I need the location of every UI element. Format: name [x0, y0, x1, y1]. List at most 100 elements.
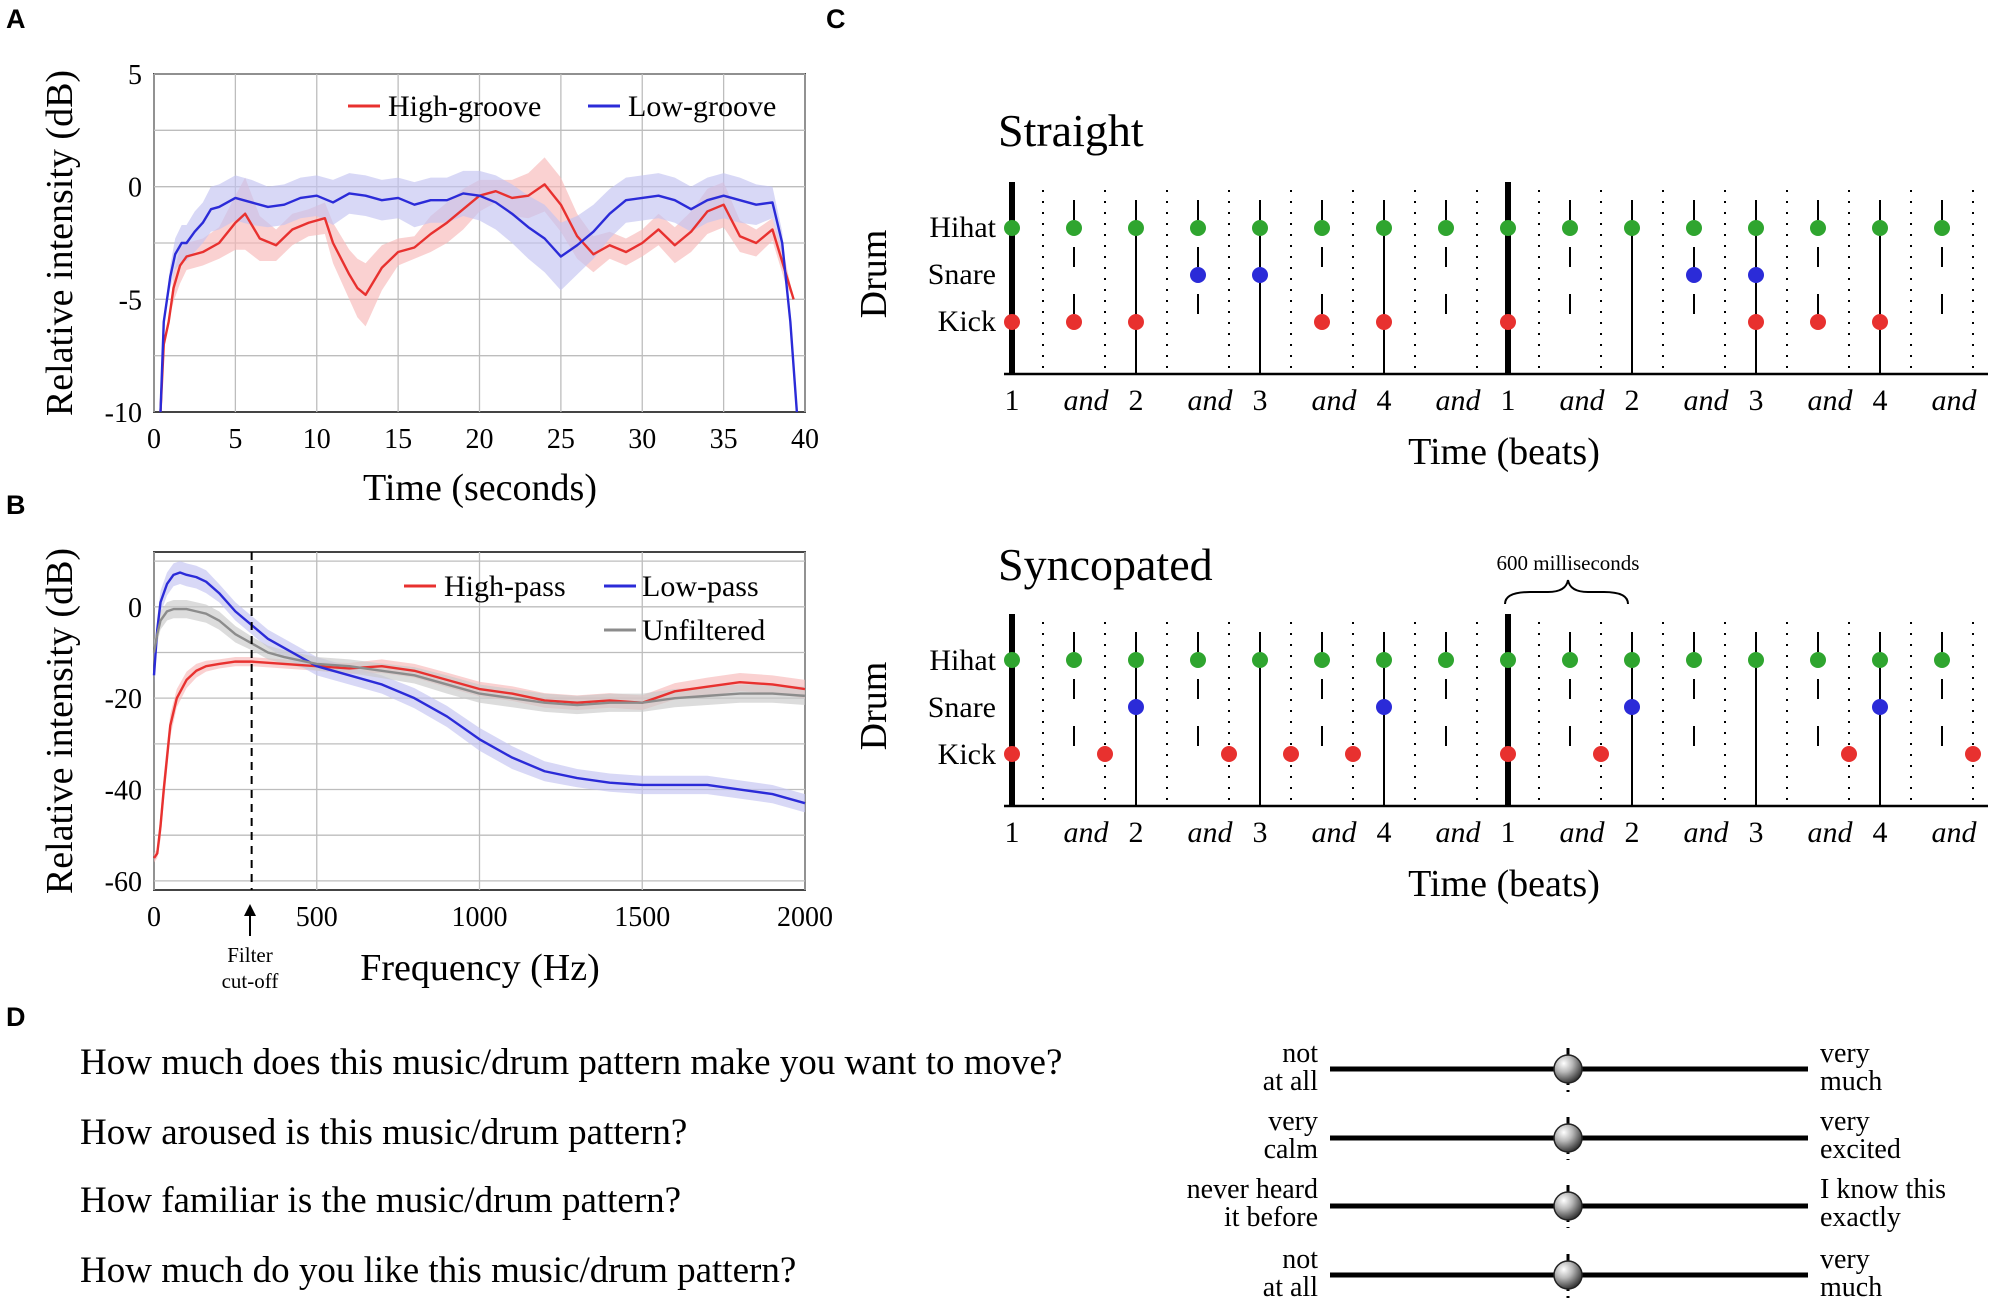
legend-high-pass: High-pass	[444, 570, 566, 603]
anchor-right-line1: very	[1820, 1106, 1870, 1137]
kick-hit	[1593, 746, 1609, 762]
anchor-left-line2: at all	[1263, 1272, 1318, 1303]
hihat-hit	[1066, 652, 1082, 668]
series-line-low-groove	[159, 192, 799, 413]
y-tick-label: 0	[128, 593, 142, 624]
beat-label: 1	[1501, 816, 1516, 849]
kick-hit	[1097, 746, 1113, 762]
kick-hit	[1314, 314, 1330, 330]
hihat-hit	[1872, 220, 1888, 236]
beat-label: and	[1312, 384, 1358, 417]
x-tick-label: 1000	[452, 902, 508, 933]
series-line-unfiltered	[152, 607, 806, 707]
series-lines-b	[152, 571, 806, 859]
panel-label-c: C	[826, 4, 846, 34]
tick-labels-b: 0 500 1000 1500 2000 0 -20 -40 -60	[105, 593, 833, 933]
snare-hit	[1252, 267, 1268, 283]
hihat-hit	[1748, 220, 1764, 236]
hihat-hit	[1066, 220, 1082, 236]
panel-a-chart: 0 5 10 15 20 25 30 35 40 5 0 -5 -10 Time (seconds) R…	[39, 60, 819, 509]
kick-hit	[1345, 746, 1361, 762]
panel-label-b: B	[6, 490, 26, 520]
y-tick-label: -5	[119, 285, 142, 316]
cutoff-label-line2: cut-off	[222, 969, 279, 993]
kick-hit	[1748, 314, 1764, 330]
anchor-right-line2: much	[1820, 1272, 1882, 1303]
beat-label: 2	[1625, 816, 1640, 849]
kick-hit	[1283, 746, 1299, 762]
hihat-hit	[1500, 652, 1516, 668]
beat-label: and	[1560, 384, 1606, 417]
hihat-hit	[1562, 220, 1578, 236]
beat-label: 1	[1005, 816, 1020, 849]
hihat-hit	[1004, 220, 1020, 236]
snare-hit	[1872, 699, 1888, 715]
cutoff-arrowhead	[244, 904, 256, 916]
y-tick-label: -60	[105, 867, 142, 898]
kick-hit	[1004, 314, 1020, 330]
beat-grid-straight	[1004, 182, 1988, 376]
beat-label: 3	[1749, 384, 1764, 417]
beat-label: 3	[1253, 816, 1268, 849]
kick-hit	[1841, 746, 1857, 762]
slider-handle-move[interactable]	[1553, 1054, 1583, 1084]
beat-label: 2	[1625, 384, 1640, 417]
beat-labels-straight: 1 and 2 and 3 and 4 and 1 and 2 and 3 and 4 and	[1005, 384, 1978, 417]
slider-handle-arousal[interactable]	[1553, 1123, 1583, 1153]
kick-hit	[1500, 314, 1516, 330]
pattern-title-straight: Straight	[998, 105, 1144, 156]
instrument-snare-straight: Snare	[928, 258, 996, 291]
hihat-hit	[1376, 220, 1392, 236]
band-low-pass	[154, 561, 805, 813]
tick-labels-a: 0 5 10 15 20 25 30 35 40 5 0 -5 -10	[105, 60, 819, 455]
hihat-hit	[1128, 220, 1144, 236]
anchor-left-line1: never heard	[1187, 1174, 1318, 1205]
cutoff-label-line1: Filter	[227, 943, 273, 967]
cutoff-annotation: Filter cut-off	[222, 904, 279, 993]
x-tick-label: 5	[228, 424, 242, 455]
y-axis-label-b: Relative intensity (dB)	[39, 548, 81, 894]
anchor-right-line1: very	[1820, 1244, 1870, 1275]
beat-grid-syncopated	[1004, 614, 1988, 808]
series-line-low-pass	[152, 571, 806, 805]
anchor-left-line1: very	[1268, 1106, 1318, 1137]
beat-label: and	[1436, 384, 1482, 417]
pattern-title-syncopated: Syncopated	[998, 539, 1213, 590]
beat-label: and	[1684, 816, 1730, 849]
kick-hit	[1376, 314, 1392, 330]
kick-hit	[1221, 746, 1237, 762]
hihat-hit	[1252, 652, 1268, 668]
x-tick-label: 0	[147, 902, 161, 933]
hihat-hit	[1748, 652, 1764, 668]
anchor-left-line2: calm	[1264, 1134, 1319, 1165]
anchor-right-line2: much	[1820, 1066, 1882, 1097]
question-row-liking: How much do you like this music/drum pat…	[80, 1244, 1882, 1303]
hihat-hit	[1314, 652, 1330, 668]
legend-high-groove: High-groove	[388, 90, 541, 123]
panel-b-chart: 0 500 1000 1500 2000 0 -20 -40 -60 Filter cut-of…	[39, 548, 833, 993]
band-low-groove	[160, 170, 797, 412]
brace-shape	[1504, 579, 1629, 605]
x-tick-label: 0	[147, 424, 161, 455]
beat-labels-syncopated: 1 and 2 and 3 and 4 and 1 and 2 and 3 and 4 and	[1005, 816, 1978, 849]
series-lines-a	[159, 183, 799, 413]
beat-label: and	[1436, 816, 1482, 849]
hihat-hit	[1252, 220, 1268, 236]
beat-label: 1	[1005, 384, 1020, 417]
anchor-left-line2: it before	[1224, 1202, 1318, 1233]
slider-handle-familiarity[interactable]	[1553, 1191, 1583, 1221]
kick-hit	[1128, 314, 1144, 330]
hihat-hit	[1438, 652, 1454, 668]
series-line-high-groove	[159, 183, 795, 413]
beat-label: and	[1808, 816, 1854, 849]
question-row-familiarity: How familiar is the music/drum pattern? …	[80, 1174, 1946, 1233]
slider-handle-liking[interactable]	[1553, 1260, 1583, 1290]
snare-hit	[1376, 699, 1392, 715]
instrument-hihat-straight: Hihat	[929, 211, 996, 244]
kick-hit	[1066, 314, 1082, 330]
kick-hit	[1965, 746, 1981, 762]
drum-pattern-syncopated: Syncopated Drum Hihat Snare Kick 600 mil…	[853, 539, 1988, 905]
hihat-hit	[1810, 220, 1826, 236]
hihat-hit	[1190, 220, 1206, 236]
hihat-hit	[1376, 652, 1392, 668]
